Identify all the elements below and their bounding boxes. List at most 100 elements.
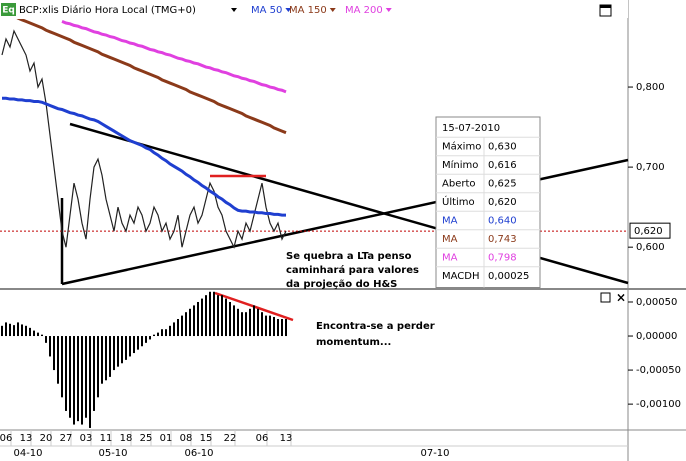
histogram-bar — [257, 308, 259, 337]
close-button[interactable]: × — [616, 291, 626, 305]
data-layer — [0, 19, 628, 428]
badge-box — [1, 3, 16, 16]
histogram-bar — [129, 336, 131, 357]
x-tick-label: 01 — [160, 433, 173, 444]
histogram-bar — [189, 308, 191, 337]
x-group-label: 05-10 — [98, 448, 127, 459]
histogram-bar — [37, 332, 39, 337]
histogram-bar — [113, 336, 115, 371]
histogram-bar — [89, 336, 91, 428]
info-value: 0,630 — [488, 142, 517, 153]
annotation: caminhará para valores — [286, 264, 419, 276]
y-tick-label: 0,00050 — [636, 297, 677, 308]
legend-entry: MA 200 — [345, 5, 383, 16]
info-value: 0,640 — [488, 216, 517, 227]
info-label: MA — [442, 216, 458, 227]
info-box-frame — [435, 116, 541, 288]
dropdown-icon[interactable] — [231, 8, 237, 12]
last-price-box — [629, 222, 671, 239]
histogram-bar — [201, 298, 203, 337]
info-value: 0,798 — [488, 253, 517, 264]
y-tick-label: 0,00000 — [636, 331, 677, 342]
y-tick-label: 0,600 — [636, 242, 665, 253]
histogram-bar — [145, 336, 147, 343]
histogram-bar — [173, 322, 175, 337]
macd-plot — [1, 291, 287, 428]
histogram-bar — [41, 334, 43, 337]
histogram-bar — [85, 336, 87, 418]
info-box: 15-07-2010 Máximo 0,630 Mínimo 0,616 Aberto 0,… — [435, 116, 541, 288]
histogram-bar — [221, 295, 223, 337]
info-label: Máximo — [442, 141, 481, 153]
histogram-bar — [133, 336, 135, 354]
moving-average — [2, 96, 286, 217]
x-tick-label: 27 — [60, 433, 73, 444]
histogram-bar — [277, 319, 279, 337]
histogram-bar — [57, 336, 59, 384]
info-label: MACDH — [442, 271, 480, 282]
symbol-title: BCP:xlis Diário Hora Local (TMG+0) — [19, 4, 196, 16]
histogram-bar — [65, 336, 67, 411]
histogram-bar — [25, 325, 27, 337]
histogram-bar — [245, 312, 247, 337]
legend-entry: MA 150 — [289, 5, 327, 16]
x-group-label: 07-10 — [420, 448, 449, 459]
histogram-bar — [149, 336, 151, 340]
histogram-bar — [273, 316, 275, 337]
y-tick-label: -0,00100 — [636, 399, 681, 410]
histogram-bar — [185, 312, 187, 337]
legend-entry: MA 50 — [251, 5, 282, 16]
histogram-bar — [13, 325, 15, 337]
info-value: 0,00025 — [488, 271, 529, 282]
histogram-bar — [269, 315, 271, 337]
info-label: MA — [442, 253, 458, 264]
window-button[interactable] — [600, 292, 611, 303]
histogram-bar — [69, 336, 71, 418]
info-value: 0,625 — [488, 179, 517, 190]
histogram-bar — [165, 329, 167, 337]
histogram-bar — [117, 336, 119, 367]
histogram-bar — [17, 322, 19, 337]
price-line — [1, 29, 287, 249]
histogram-bar — [213, 291, 215, 337]
histogram-bar — [141, 336, 143, 347]
histogram-bar — [101, 336, 103, 384]
histogram-bar — [5, 322, 7, 337]
dropdown-icon[interactable] — [329, 8, 336, 12]
last-price-label: 0,620 — [634, 226, 663, 237]
histogram-bar — [49, 336, 51, 357]
histogram-bar — [229, 301, 231, 337]
header-bar — [0, 0, 628, 18]
histogram-bar — [121, 336, 123, 364]
window-button-bar — [600, 5, 611, 8]
histogram-bar — [1, 325, 3, 337]
histogram-bar — [285, 319, 287, 337]
dropdown-icon[interactable] — [385, 8, 392, 12]
histogram-bar — [265, 315, 267, 337]
dropdown-icon[interactable] — [285, 8, 292, 12]
x-tick-label: 08 — [180, 433, 193, 444]
histogram-bar — [209, 291, 211, 337]
x-tick-label: 13 — [20, 433, 33, 444]
info-date: 15-07-2010 — [442, 123, 500, 134]
legend: MA 50 MA 150 MA 200 — [251, 5, 392, 16]
info-value: 0,620 — [488, 197, 517, 208]
x-group-label: 06-10 — [184, 448, 213, 459]
histogram-bar — [97, 336, 99, 398]
x-tick-label: 15 — [200, 433, 213, 444]
y-tick-label: 0,800 — [636, 82, 665, 93]
histogram-bar — [161, 329, 163, 337]
histogram-bar — [205, 295, 207, 337]
price-plot — [0, 19, 628, 249]
x-group-label: 04-10 — [13, 448, 42, 459]
histogram-bar — [73, 336, 75, 425]
histogram-bar — [29, 327, 31, 337]
histogram-bar — [45, 336, 47, 343]
info-label: MA — [442, 234, 458, 245]
histogram-bar — [93, 336, 95, 411]
histogram-bar — [181, 315, 183, 337]
y-tick-label: -0,00050 — [636, 365, 681, 376]
histogram-bar — [253, 305, 255, 337]
histogram-bar — [125, 336, 127, 360]
